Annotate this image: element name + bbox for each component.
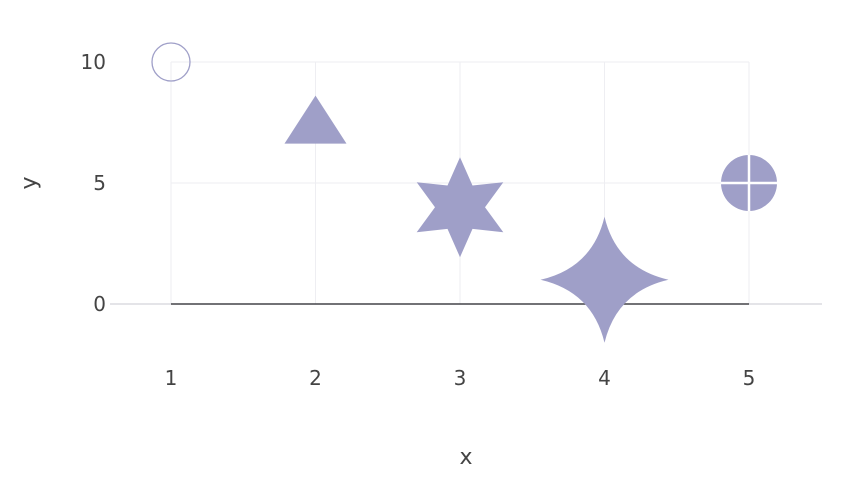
y-tick-label: 0 bbox=[93, 292, 106, 316]
data-markers bbox=[151, 42, 777, 343]
y-tick-label: 5 bbox=[93, 171, 106, 195]
marker-triangle-up bbox=[284, 95, 347, 144]
y-tick-label: 10 bbox=[81, 50, 106, 74]
marker-circle-open bbox=[151, 42, 191, 82]
marker-star-4 bbox=[540, 216, 669, 343]
tick-labels: 1 2 3 4 5 0 5 10 bbox=[81, 50, 756, 390]
y-axis-title: y bbox=[17, 176, 42, 189]
x-tick-label: 2 bbox=[309, 366, 322, 390]
x-tick-label: 5 bbox=[743, 366, 756, 390]
x-axis-title: x bbox=[459, 445, 472, 470]
x-tick-label: 3 bbox=[454, 366, 467, 390]
x-tick-label: 1 bbox=[165, 366, 178, 390]
marker-star-6 bbox=[416, 157, 504, 258]
x-tick-label: 4 bbox=[598, 366, 611, 390]
